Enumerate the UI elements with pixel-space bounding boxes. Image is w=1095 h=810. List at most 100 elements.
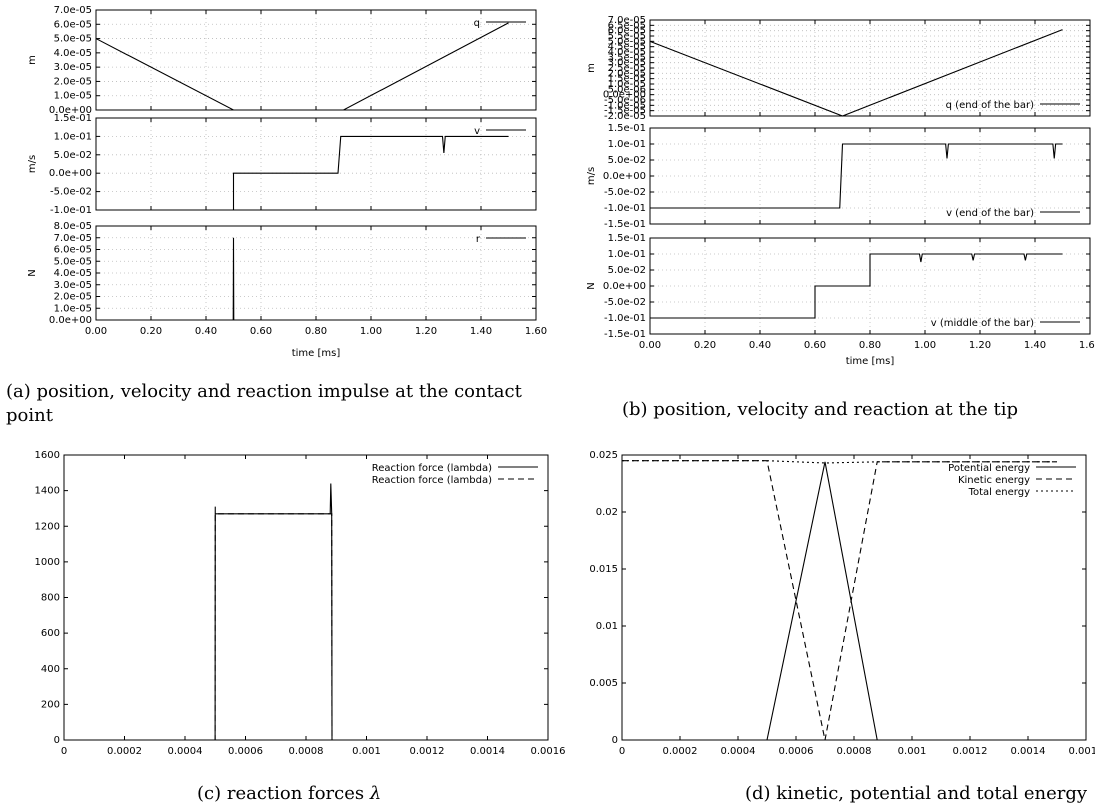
p3-ytick-label: 2.0e-05 <box>54 292 92 303</box>
p5-ytick-label: 1.0e-01 <box>608 139 646 150</box>
p5-ytick-label: 1.5e-01 <box>608 123 646 134</box>
p6-ytick-label: 5.0e-02 <box>608 265 646 276</box>
p7-xtick-label: 0.0012 <box>410 746 445 757</box>
p3-ytick-label: 1.0e-05 <box>54 303 92 314</box>
p7-ytick-label: 1000 <box>35 557 60 568</box>
p5-ylabel: m/s <box>586 167 597 185</box>
p7-ytick-label: 1400 <box>35 486 60 497</box>
p8-legend-label-1: Potential energy <box>948 463 1030 474</box>
p7-ytick-label: 1200 <box>35 521 60 532</box>
p6-xtick-label: 0.40 <box>749 340 771 351</box>
p4-ytick-label: 6.5e-05 <box>608 20 646 31</box>
p8-xtick-label: 0 <box>619 746 625 757</box>
p5-ytick-label: 0.0e+00 <box>603 171 646 182</box>
p8-xtick-label: 0.001 <box>898 746 927 757</box>
p7-ytick-label: 400 <box>41 664 60 675</box>
p2-ytick-label: -5.0e-02 <box>50 187 92 198</box>
p4-ytick-label: -1.5e-05 <box>604 106 646 117</box>
p4-ytick-label: 5.0e-06 <box>608 84 646 95</box>
p3-xlabel: time [ms] <box>292 348 341 359</box>
p8-ytick-label: 0.015 <box>589 564 618 575</box>
p7-xtick-label: 0.0014 <box>470 746 505 757</box>
p1-ytick-label: 4.0e-05 <box>54 48 92 59</box>
p8-ytick-label: 0.025 <box>589 450 618 461</box>
p4-ytick-label: 0.0e+00 <box>603 90 646 101</box>
p7-series-line-2 <box>64 513 518 741</box>
p2-ytick-label: 0.0e+00 <box>49 168 92 179</box>
p1-ytick-label: 1.0e-05 <box>54 91 92 102</box>
p6-ytick-label: 0.0e+00 <box>603 281 646 292</box>
p6-xtick-label: 0.80 <box>859 340 881 351</box>
p8-xtick-label: 0.0008 <box>837 746 872 757</box>
p7-legend-label-1: Reaction force (lambda) <box>372 463 492 474</box>
p3-xtick-label: 0.00 <box>85 326 107 337</box>
p4-ytick-label: 1.0e-05 <box>608 79 646 90</box>
p7-ytick-label: 0 <box>54 735 60 746</box>
p7-series-line-1 <box>64 483 518 741</box>
p8-ytick-label: 0 <box>612 735 618 746</box>
p1-ytick-label: 3.0e-05 <box>54 62 92 73</box>
p5-legend-label-1: v (end of the bar) <box>946 208 1034 219</box>
p7-ytick-label: 1600 <box>35 450 60 461</box>
p4-ytick-label: 1.5e-05 <box>608 74 646 85</box>
p5-frame <box>649 127 1091 225</box>
p1-legend-label-1: q <box>474 18 480 29</box>
p3-xtick-label: 1.00 <box>360 326 382 337</box>
caption-a: (a) position, velocity and reaction impu… <box>6 380 558 428</box>
p4-ytick-label: 7.0e-05 <box>608 15 646 26</box>
p7-xtick-label: 0.0002 <box>107 746 142 757</box>
p4-ytick-label: -1.0e-05 <box>604 100 646 111</box>
p3-xtick-label: 1.40 <box>470 326 492 337</box>
p8-xtick-label: 0.0012 <box>953 746 988 757</box>
p7-legend-label-2: Reaction force (lambda) <box>372 475 492 486</box>
p6-xtick-label: 0.60 <box>804 340 826 351</box>
p6-ytick-label: -5.0e-02 <box>604 297 646 308</box>
p6-xtick-label: 1.60 <box>1079 340 1095 351</box>
p4-ytick-label: 2.5e-05 <box>608 63 646 74</box>
p6-xtick-label: 1.00 <box>914 340 936 351</box>
p8-legend-label-3: Total energy <box>968 487 1030 498</box>
p2-legend-label-1: v <box>474 126 480 137</box>
p7-frame <box>63 454 549 741</box>
p1-ytick-label: 6.0e-05 <box>54 19 92 30</box>
caption-d: (d) kinetic, potential and total energy <box>745 783 1088 804</box>
p2-ytick-label: 5.0e-02 <box>54 150 92 161</box>
p6-ytick-label: 1.5e-01 <box>608 233 646 244</box>
p6-legend-label-1: v (middle of the bar) <box>931 318 1034 329</box>
p5-ytick-label: -5.0e-02 <box>604 187 646 198</box>
p8-xtick-label: 0.0014 <box>1011 746 1046 757</box>
p4-legend-label-1: q (end of the bar) <box>946 100 1034 111</box>
p3-ytick-label: 7.0e-05 <box>54 233 92 244</box>
p8-xtick-label: 0.0016 <box>1069 746 1095 757</box>
p6-xtick-label: 1.40 <box>1024 340 1046 351</box>
p7-xtick-label: 0.0004 <box>168 746 203 757</box>
p7-xtick-label: 0.0006 <box>228 746 263 757</box>
p2-frame <box>95 117 537 211</box>
p6-ytick-label: 1.0e-01 <box>608 249 646 260</box>
p3-xtick-label: 0.80 <box>305 326 327 337</box>
p7-ytick-label: 200 <box>41 699 60 710</box>
p8-xtick-label: 0.0004 <box>721 746 756 757</box>
p1-ytick-label: 5.0e-05 <box>54 34 92 45</box>
p3-ytick-label: 4.0e-05 <box>54 268 92 279</box>
p3-legend-label-1: r <box>476 234 481 245</box>
p7-ytick-label: 800 <box>41 593 60 604</box>
p6-xtick-label: 0.00 <box>639 340 661 351</box>
p3-xtick-label: 0.60 <box>250 326 272 337</box>
p8-frame <box>621 454 1087 741</box>
p3-ytick-label: 0.0e+00 <box>49 315 92 326</box>
p5-ytick-label: -1.0e-01 <box>604 203 646 214</box>
p1-ytick-label: 2.0e-05 <box>54 76 92 87</box>
p5-ytick-label: -1.5e-01 <box>604 219 646 230</box>
p8-series-line-2 <box>622 460 1057 741</box>
p3-xtick-label: 0.40 <box>195 326 217 337</box>
p3-xtick-label: 1.60 <box>525 326 547 337</box>
p6-ytick-label: -1.5e-01 <box>604 329 646 340</box>
p6-ylabel: N <box>586 282 597 289</box>
p4-ytick-label: 5.0e-05 <box>608 36 646 47</box>
lambda-symbol: λ <box>369 783 382 804</box>
p3-xtick-label: 1.20 <box>415 326 437 337</box>
p1-ytick-label: 7.0e-05 <box>54 5 92 16</box>
p2-ytick-label: 1.5e-01 <box>54 113 92 124</box>
